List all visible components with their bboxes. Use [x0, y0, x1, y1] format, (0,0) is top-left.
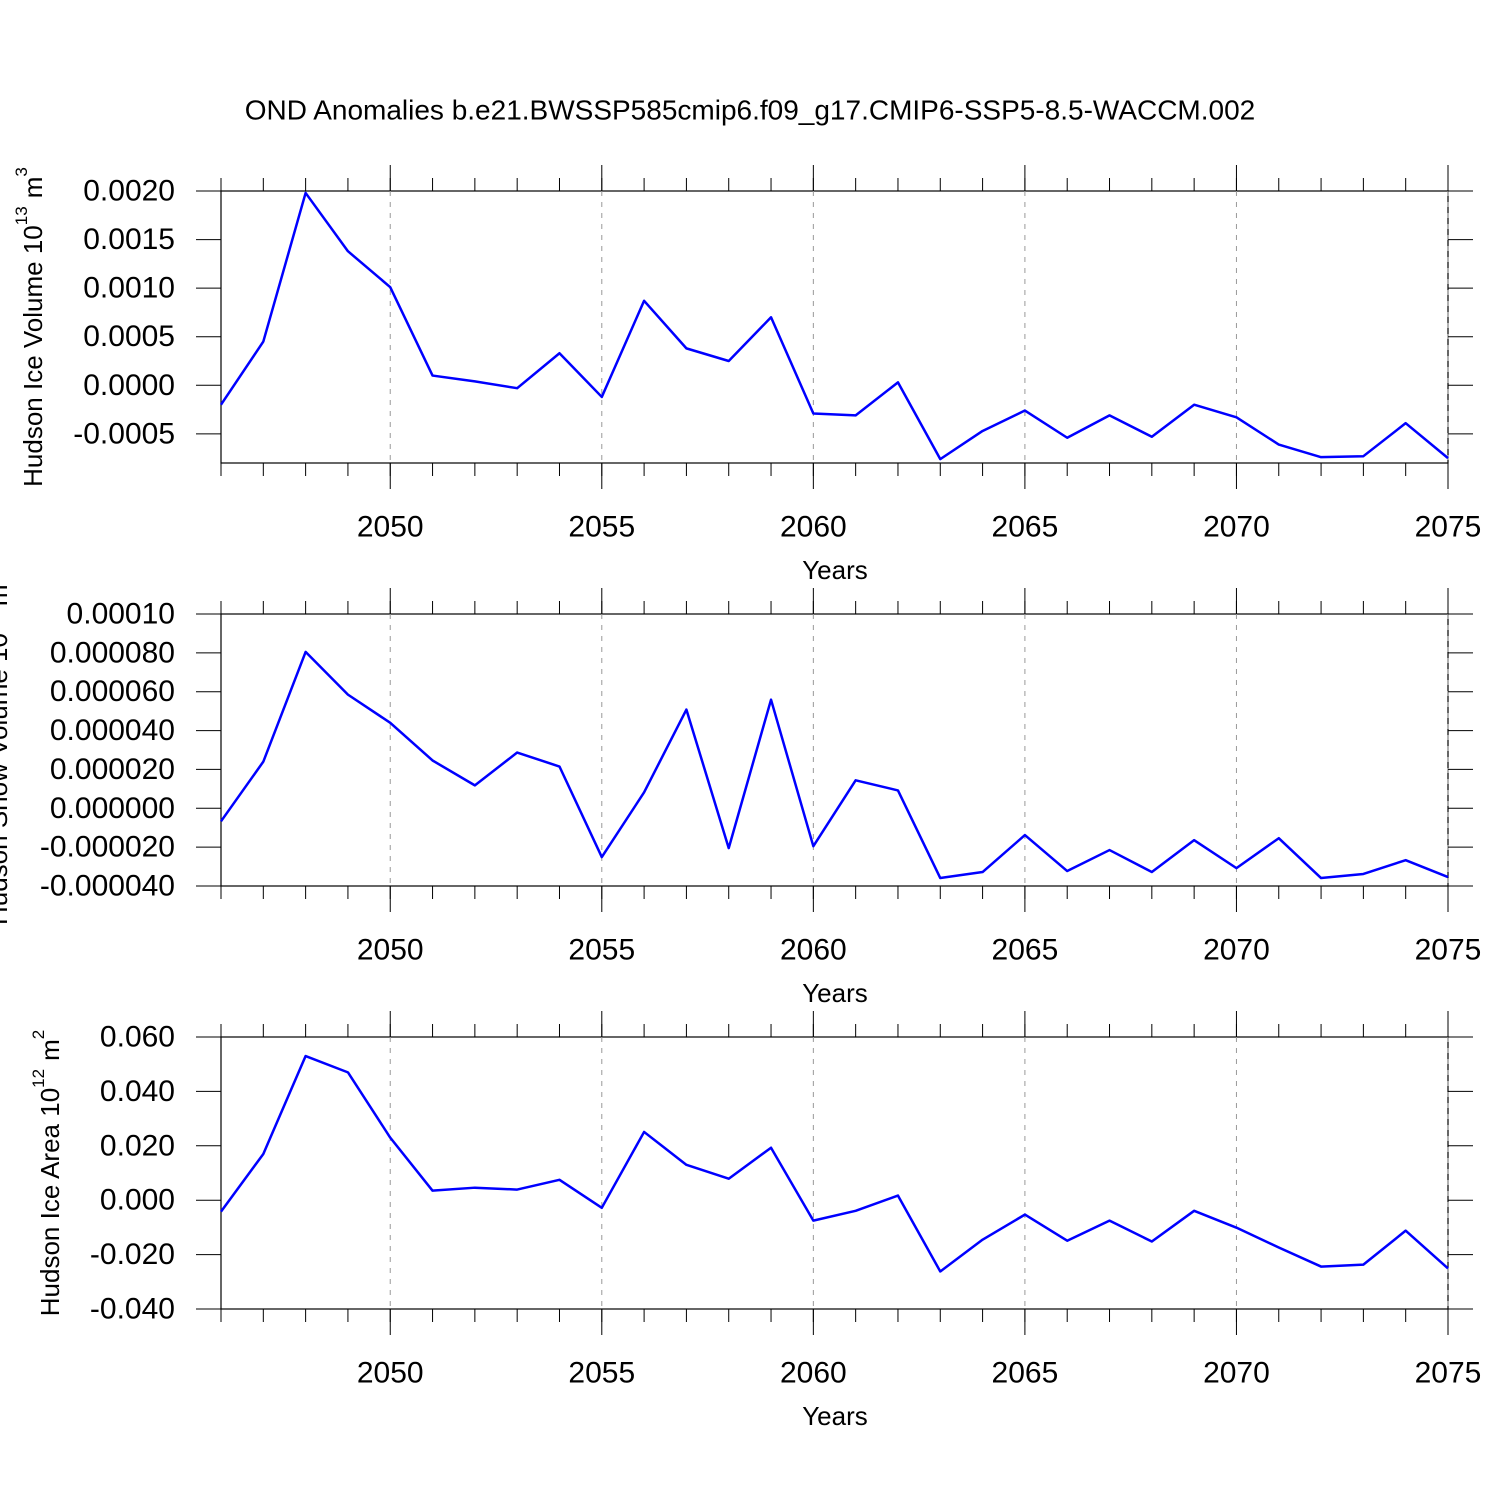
data-line — [219, 191, 1449, 461]
chart-title: OND Anomalies b.e21.BWSSP585cmip6.f09_g1… — [245, 95, 1256, 126]
plot-frame — [220, 613, 1449, 887]
x-tick-label: 2055 — [568, 511, 635, 544]
y-tick-label: 0.000060 — [50, 675, 175, 708]
plot-frame — [220, 190, 1449, 464]
x-axis-label: Years — [802, 1401, 868, 1431]
y-axis-label: Hudson Ice Area 1012 m2 — [29, 1030, 66, 1316]
x-axis-label: Years — [802, 978, 868, 1008]
x-tick-label: 2075 — [1415, 511, 1482, 544]
y-label-exp: 12 — [29, 1069, 48, 1088]
x-tick-label: 2065 — [992, 1357, 1059, 1390]
y-axis-label: Hudson Ice Volume 1013 m3 — [12, 167, 49, 487]
y-tick-label: 0.0020 — [83, 175, 175, 208]
x-tick-label: 2060 — [780, 934, 847, 967]
x-tick-label: 2060 — [780, 511, 847, 544]
x-tick-label: 2065 — [992, 934, 1059, 967]
data-line — [219, 650, 1449, 880]
y-label-unit-exp: 3 — [12, 167, 31, 176]
y-tick-label: -0.000040 — [40, 870, 175, 903]
y-tick-label: 0.000000 — [50, 792, 175, 825]
y-tick-label: 0.000 — [100, 1184, 175, 1217]
plot-frame — [220, 1036, 1449, 1310]
x-tick-label: 2050 — [357, 934, 424, 967]
x-tick-label: 2050 — [357, 1357, 424, 1390]
y-tick-label: 0.000040 — [50, 714, 175, 747]
y-label-text: Hudson Ice Area 10 — [35, 1088, 65, 1316]
y-label-unit: m — [35, 1039, 65, 1061]
y-label-text: Hudson Ice Volume 10 — [18, 225, 48, 487]
y-tick-label: 0.020 — [100, 1129, 175, 1162]
y-tick-label: 0.040 — [100, 1075, 175, 1108]
y-tick-label: -0.040 — [90, 1293, 175, 1326]
y-label-unit: m — [0, 584, 13, 606]
y-axis-label: Hudson Snow Volume 1013m3 — [0, 575, 13, 925]
data-line — [219, 1054, 1449, 1273]
y-tick-label: 0.000020 — [50, 753, 175, 786]
x-tick-label: 2070 — [1203, 1357, 1270, 1390]
y-label-unit: m — [18, 177, 48, 199]
x-tick-label: 2075 — [1415, 1357, 1482, 1390]
y-tick-label: -0.000020 — [40, 831, 175, 864]
x-axis-label: Years — [802, 555, 868, 585]
x-tick-label: 2060 — [780, 1357, 847, 1390]
y-tick-label: 0.0005 — [83, 320, 175, 353]
y-tick-label: 0.060 — [100, 1021, 175, 1054]
x-tick-label: 2070 — [1203, 511, 1270, 544]
y-label-unit-exp: 2 — [29, 1030, 48, 1039]
y-tick-label: 0.0015 — [83, 223, 175, 256]
y-label-exp: 13 — [12, 206, 31, 225]
x-tick-label: 2075 — [1415, 934, 1482, 967]
y-tick-label: -0.020 — [90, 1238, 175, 1271]
x-tick-label: 2055 — [568, 1357, 635, 1390]
x-tick-label: 2065 — [992, 511, 1059, 544]
y-tick-label: 0.00010 — [67, 598, 175, 631]
x-tick-label: 2050 — [357, 511, 424, 544]
x-tick-label: 2070 — [1203, 934, 1270, 967]
y-label-text: Hudson Snow Volume 10 — [0, 633, 13, 925]
x-tick-label: 2055 — [568, 934, 635, 967]
y-tick-label: -0.0005 — [73, 417, 175, 450]
y-tick-label: 0.000080 — [50, 636, 175, 669]
y-tick-label: 0.0000 — [83, 369, 175, 402]
y-tick-label: 0.0010 — [83, 272, 175, 305]
